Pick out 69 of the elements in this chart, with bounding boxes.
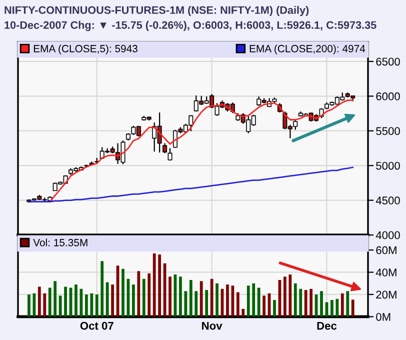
y-tick-label: 4500 (376, 196, 400, 204)
bar (152, 253, 156, 317)
bar (158, 254, 162, 317)
bar (299, 288, 302, 317)
x-tick-label: Dec (317, 322, 337, 330)
bar (54, 281, 57, 317)
bar (38, 286, 41, 317)
y-tick-label: 6500 (376, 58, 400, 66)
bar (168, 276, 172, 317)
line-series (28, 166, 354, 202)
bar (90, 293, 94, 317)
bar (74, 284, 78, 317)
bar (64, 286, 67, 317)
bar (304, 290, 308, 317)
bar (106, 282, 109, 317)
y-tick-label: 20M (376, 290, 396, 299)
x-tick-label: Nov (202, 322, 222, 330)
bar (346, 291, 350, 317)
bar (252, 283, 256, 317)
bar (216, 283, 218, 317)
y-tick-label: 6000 (376, 92, 400, 100)
legend-label: EMA (CLOSE,5): 5943 (34, 44, 138, 54)
bar (236, 292, 240, 317)
bar (48, 288, 52, 317)
bar (336, 298, 339, 317)
y-tick-label: 4000 (376, 231, 400, 240)
bar (351, 300, 354, 317)
bar (84, 294, 88, 317)
bar (310, 288, 312, 317)
bar (132, 284, 135, 317)
bar (273, 300, 276, 317)
y-tick-label: 40M (376, 268, 396, 276)
bar (137, 271, 140, 317)
bar (111, 284, 114, 317)
bar (148, 273, 151, 317)
bar (122, 268, 124, 317)
bar (194, 291, 198, 317)
y-tick-label: 5500 (376, 127, 400, 135)
bar (95, 294, 98, 317)
bar (262, 296, 266, 317)
bar (179, 276, 182, 317)
bar (43, 293, 46, 317)
bar (257, 288, 260, 317)
bar (330, 300, 334, 317)
candlestick (162, 142, 168, 154)
legend-label: Vol: 15.35M (33, 238, 88, 246)
bar (200, 281, 203, 317)
bar (294, 283, 297, 317)
candlestick (168, 148, 172, 162)
bar (28, 294, 30, 317)
y-tick-label: 60M (376, 246, 396, 254)
bar (226, 284, 229, 317)
bar (246, 286, 250, 317)
bar (320, 291, 323, 317)
line-series (49, 99, 354, 202)
bar (142, 278, 146, 317)
bar (205, 290, 208, 317)
bar (189, 280, 192, 317)
x-tick-label: Oct 07 (80, 322, 114, 330)
bar (284, 276, 286, 317)
bar (242, 308, 245, 317)
y-tick-label: 0M (376, 312, 390, 321)
chart-title: NIFTY-CONTINUOUS-FUTURES-1M (NSE: NIFTY-1M) (Daily) (4, 6, 309, 16)
bar (340, 293, 344, 317)
bar (288, 274, 292, 317)
legend-label: EMA (CLOSE,200): 4974 (250, 44, 366, 54)
y-tick-label: 5000 (376, 162, 400, 170)
bar (100, 261, 104, 317)
chart-subtitle: 10-Dec-2007 Chg: ▼ -15.75 (-0.26%), O:6003, H:6003, L:5926.1, C:5973.35 (4, 20, 376, 32)
